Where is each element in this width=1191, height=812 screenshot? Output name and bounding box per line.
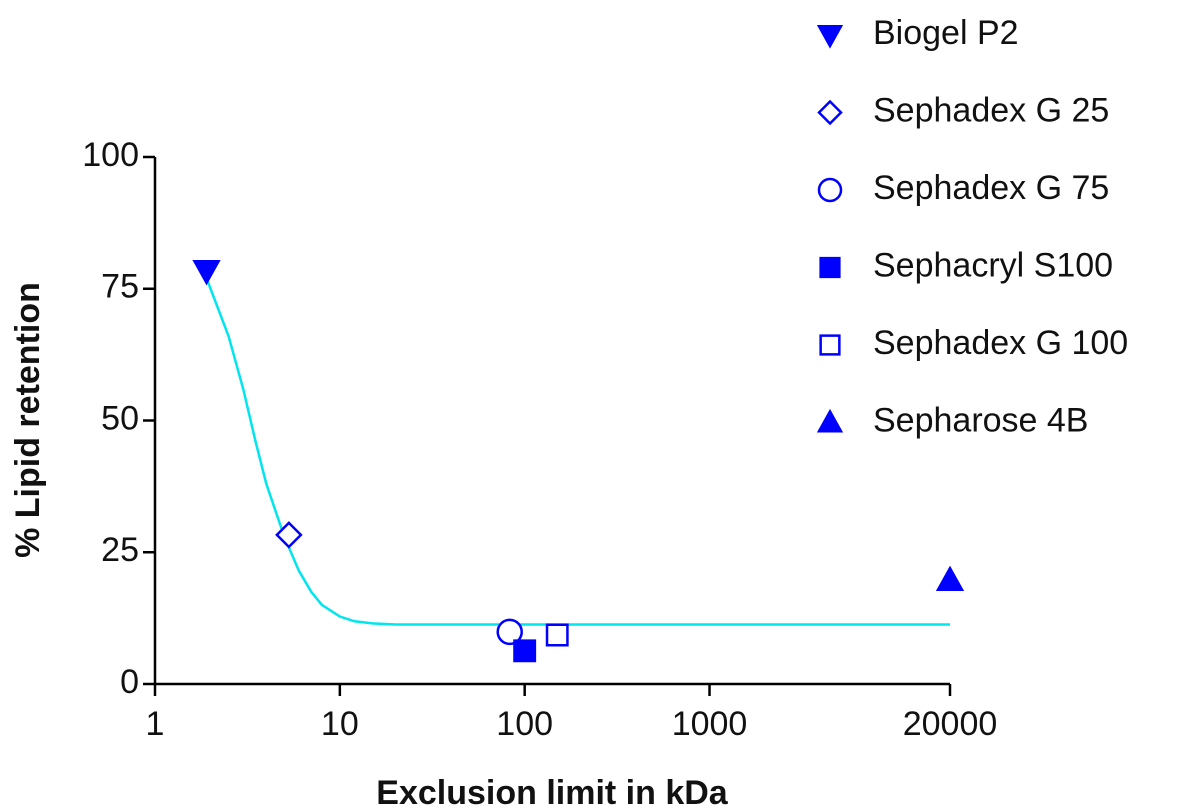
data-point (275, 521, 303, 549)
y-tick-label: 100 (82, 136, 139, 174)
y-tick-label: 50 (101, 399, 139, 437)
y-tick-label: 0 (120, 663, 139, 701)
legend-label: Sepharose 4B (873, 401, 1089, 439)
legend-label: Biogel P2 (873, 14, 1019, 52)
y-tick-label: 75 (101, 268, 139, 306)
x-tick-label: 1 (146, 705, 165, 743)
legend-marker (816, 408, 844, 433)
data-point (496, 618, 523, 646)
legend-marker (817, 177, 843, 203)
legend-label: Sephacryl S100 (873, 246, 1113, 284)
data-point (935, 565, 965, 592)
x-tick-label: 1000 (672, 705, 748, 743)
data-point (545, 623, 569, 647)
legend-label: Sephadex G 100 (873, 324, 1128, 362)
legend-marker (817, 99, 843, 126)
y-tick-label: 25 (101, 531, 139, 569)
x-tick-label: 20000 (903, 705, 998, 743)
legend-marker (819, 334, 841, 356)
legend-label: Sephadex G 75 (873, 169, 1109, 207)
legend-marker (819, 256, 841, 279)
fit-curve (205, 277, 950, 626)
legend-marker (816, 24, 844, 49)
x-tick-label: 10 (321, 705, 359, 743)
x-axis-title: Exclusion limit in kDa (376, 774, 729, 812)
legend-label: Sephadex G 25 (873, 91, 1109, 129)
y-axis-title: % Lipid retention (9, 282, 47, 558)
x-tick-label: 100 (496, 705, 553, 743)
data-point (513, 639, 537, 663)
data-point (192, 259, 221, 286)
